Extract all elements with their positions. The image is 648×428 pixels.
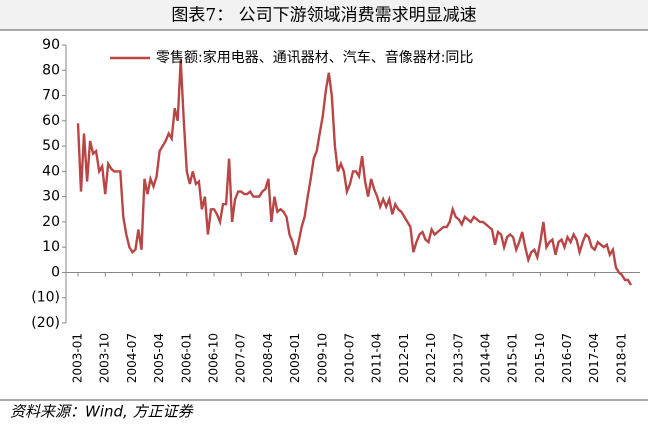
- y-tick-label: 30: [42, 189, 60, 205]
- x-tick-label: 2008-04: [261, 333, 275, 383]
- x-tick-label: 2014-04: [478, 333, 492, 383]
- x-tick-label: 2005-04: [152, 333, 166, 383]
- x-tick-label: 2006-01: [179, 333, 193, 383]
- legend-label: 零售额:家用电器、通讯器材、汽车、音像器材:同比: [156, 49, 473, 66]
- y-tick-label: (20): [31, 315, 60, 331]
- y-tick-label: 0: [51, 264, 60, 280]
- x-tick-label: 2003-01: [71, 333, 85, 383]
- x-tick-label: 2013-07: [451, 333, 465, 383]
- x-tick-label: 2009-10: [315, 333, 329, 383]
- y-tick-label: 10: [42, 239, 60, 255]
- y-tick-label: 50: [42, 138, 60, 154]
- x-tick-label: 2010-07: [342, 333, 356, 383]
- x-tick-label: 2003-10: [98, 333, 112, 383]
- y-tick-label: 90: [42, 37, 60, 53]
- x-tick-label: 2015-01: [506, 333, 520, 383]
- x-tick-label: 2012-01: [397, 333, 411, 383]
- x-tick-label: 2011-04: [370, 333, 384, 383]
- x-tick-label: 2012-10: [424, 333, 438, 383]
- x-tick-label: 2015-10: [533, 333, 547, 383]
- line-series: [76, 60, 633, 286]
- y-tick-label: 40: [42, 163, 60, 179]
- x-tick-label: 2018-01: [614, 333, 628, 383]
- x-tick-label: 2009-01: [288, 333, 302, 383]
- x-tick-label: 2017-04: [587, 333, 601, 383]
- y-tick-label: 80: [42, 62, 60, 78]
- y-tick-label: (10): [31, 290, 60, 306]
- x-tick-label: 2007-07: [234, 333, 248, 383]
- y-tick-label: 20: [42, 214, 60, 230]
- chart-title: 图表7： 公司下游领域消费需求明显减速: [171, 6, 476, 26]
- x-tick-label: 2006-10: [206, 333, 220, 383]
- title-bar: [0, 0, 648, 30]
- x-tick-label: 2004-07: [125, 333, 139, 383]
- y-tick-label: 60: [42, 113, 60, 129]
- x-tick-label: 2016-07: [560, 333, 574, 383]
- source: 资料来源：Wind, 方正证券: [10, 403, 194, 421]
- y-tick-label: 70: [42, 88, 60, 104]
